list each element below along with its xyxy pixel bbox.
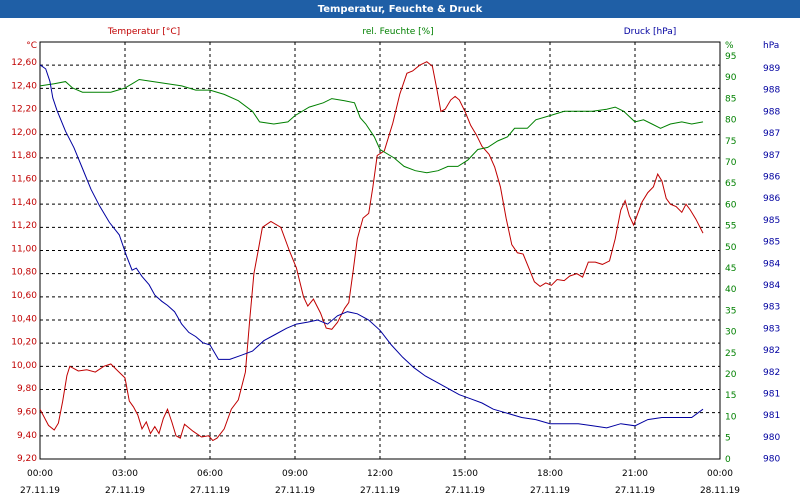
pressure-tick-label: 980 xyxy=(763,455,780,465)
pressure-unit: hPa xyxy=(763,41,779,51)
temperature-tick-label: 12,00 xyxy=(11,128,37,138)
temperature-tick-label: 11,20 xyxy=(11,221,37,231)
time-tick-label: 09:00 xyxy=(282,469,308,479)
humidity-tick-label: 0 xyxy=(725,455,731,465)
pressure-tick-label: 987 xyxy=(763,151,780,161)
pressure-tick-label: 985 xyxy=(763,216,780,226)
pressure-tick-label: 981 xyxy=(763,390,780,400)
humidity-tick-label: 10 xyxy=(725,412,737,422)
humidity-series-line xyxy=(39,78,704,174)
date-tick-label: 28.11.19 xyxy=(700,486,740,496)
humidity-tick-label: 5 xyxy=(725,434,731,444)
time-tick-label: 00:00 xyxy=(707,469,733,479)
pressure-axis-label: Druck [hPa] xyxy=(624,27,677,37)
temperature-tick-label: 11,40 xyxy=(11,198,37,208)
pressure-tick-label: 983 xyxy=(763,324,780,334)
chart-title: Temperatur, Feuchte & Druck xyxy=(0,0,800,18)
time-axis: 00:00 27.11.19 03:00 27.11.19 06:00 27.11.19 0… xyxy=(20,469,740,496)
humidity-tick-label: 70 xyxy=(725,158,737,168)
date-tick-label: 27.11.19 xyxy=(615,486,655,496)
temperature-tick-label: 12,40 xyxy=(11,81,37,91)
temperature-tick-label: 10,60 xyxy=(11,291,37,301)
date-tick-label: 27.11.19 xyxy=(530,486,570,496)
pressure-tick-label: 988 xyxy=(763,86,780,96)
pressure-tick-label: 983 xyxy=(763,303,780,313)
temperature-axis: 12,60 12,40 12,20 12,00 11,80 11,60 11,40 11,20… xyxy=(11,58,37,464)
pressure-series-line xyxy=(39,64,704,429)
humidity-tick-label: 55 xyxy=(725,222,736,232)
time-tick-label: 21:00 xyxy=(622,469,648,479)
date-tick-label: 27.11.19 xyxy=(105,486,145,496)
series-layer xyxy=(39,61,704,442)
temperature-tick-label: 9,40 xyxy=(17,431,37,441)
temperature-tick-label: 10,40 xyxy=(11,314,37,324)
humidity-tick-label: 50 xyxy=(725,243,737,253)
pressure-tick-label: 980 xyxy=(763,433,780,443)
date-tick-label: 27.11.19 xyxy=(360,486,400,496)
pressure-tick-label: 985 xyxy=(763,238,780,248)
temperature-tick-label: 11,00 xyxy=(11,244,37,254)
grid-lines xyxy=(40,42,720,459)
pressure-tick-label: 982 xyxy=(763,346,780,356)
time-tick-label: 12:00 xyxy=(367,469,393,479)
humidity-tick-label: 25 xyxy=(725,349,736,359)
humidity-tick-label: 45 xyxy=(725,264,736,274)
humidity-tick-label: 15 xyxy=(725,391,736,401)
date-tick-label: 27.11.19 xyxy=(20,486,60,496)
temperature-tick-label: 9,20 xyxy=(17,454,37,464)
temperature-unit: °C xyxy=(26,41,37,51)
temperature-tick-label: 12,60 xyxy=(11,58,37,68)
pressure-tick-label: 986 xyxy=(763,173,780,183)
humidity-tick-label: 65 xyxy=(725,179,736,189)
humidity-tick-label: 90 xyxy=(725,73,737,83)
humidity-unit: % xyxy=(725,41,734,51)
pressure-tick-label: 984 xyxy=(763,281,780,291)
humidity-tick-label: 85 xyxy=(725,94,736,104)
temperature-tick-label: 10,00 xyxy=(11,361,37,371)
date-tick-label: 27.11.19 xyxy=(190,486,230,496)
pressure-tick-label: 988 xyxy=(763,107,780,117)
temperature-tick-label: 11,80 xyxy=(11,151,37,161)
pressure-tick-label: 981 xyxy=(763,411,780,421)
pressure-axis: 989 988 988 987 987 986 986 985 985 984 984 983 983 9… xyxy=(763,64,780,465)
temperature-tick-label: 9,60 xyxy=(17,408,37,418)
time-tick-label: 18:00 xyxy=(537,469,563,479)
time-tick-label: 15:00 xyxy=(452,469,478,479)
temperature-tick-label: 9,80 xyxy=(17,384,37,394)
humidity-tick-label: 20 xyxy=(725,370,737,380)
temperature-axis-label: Temperatur [°C] xyxy=(107,27,180,37)
humidity-tick-label: 30 xyxy=(725,328,737,338)
humidity-tick-label: 95 xyxy=(725,52,736,62)
temperature-series-line xyxy=(39,61,704,442)
temperature-tick-label: 11,60 xyxy=(11,175,37,185)
time-tick-label: 00:00 xyxy=(27,469,53,479)
humidity-axis-label: rel. Feuchte [%] xyxy=(362,27,433,37)
temperature-tick-label: 12,20 xyxy=(11,105,37,115)
pressure-tick-label: 984 xyxy=(763,259,780,269)
humidity-tick-label: 80 xyxy=(725,116,737,126)
time-tick-label: 06:00 xyxy=(197,469,223,479)
temperature-tick-label: 10,20 xyxy=(11,338,37,348)
humidity-tick-label: 75 xyxy=(725,137,736,147)
time-tick-label: 03:00 xyxy=(112,469,138,479)
date-tick-label: 27.11.19 xyxy=(445,486,485,496)
pressure-tick-label: 989 xyxy=(763,64,780,74)
pressure-tick-label: 982 xyxy=(763,368,780,378)
date-tick-label: 27.11.19 xyxy=(275,486,315,496)
humidity-tick-label: 35 xyxy=(725,306,736,316)
temperature-tick-label: 10,80 xyxy=(11,268,37,278)
humidity-tick-label: 40 xyxy=(725,285,737,295)
humidity-tick-label: 60 xyxy=(725,200,737,210)
pressure-tick-label: 987 xyxy=(763,129,780,139)
pressure-tick-label: 986 xyxy=(763,194,780,204)
